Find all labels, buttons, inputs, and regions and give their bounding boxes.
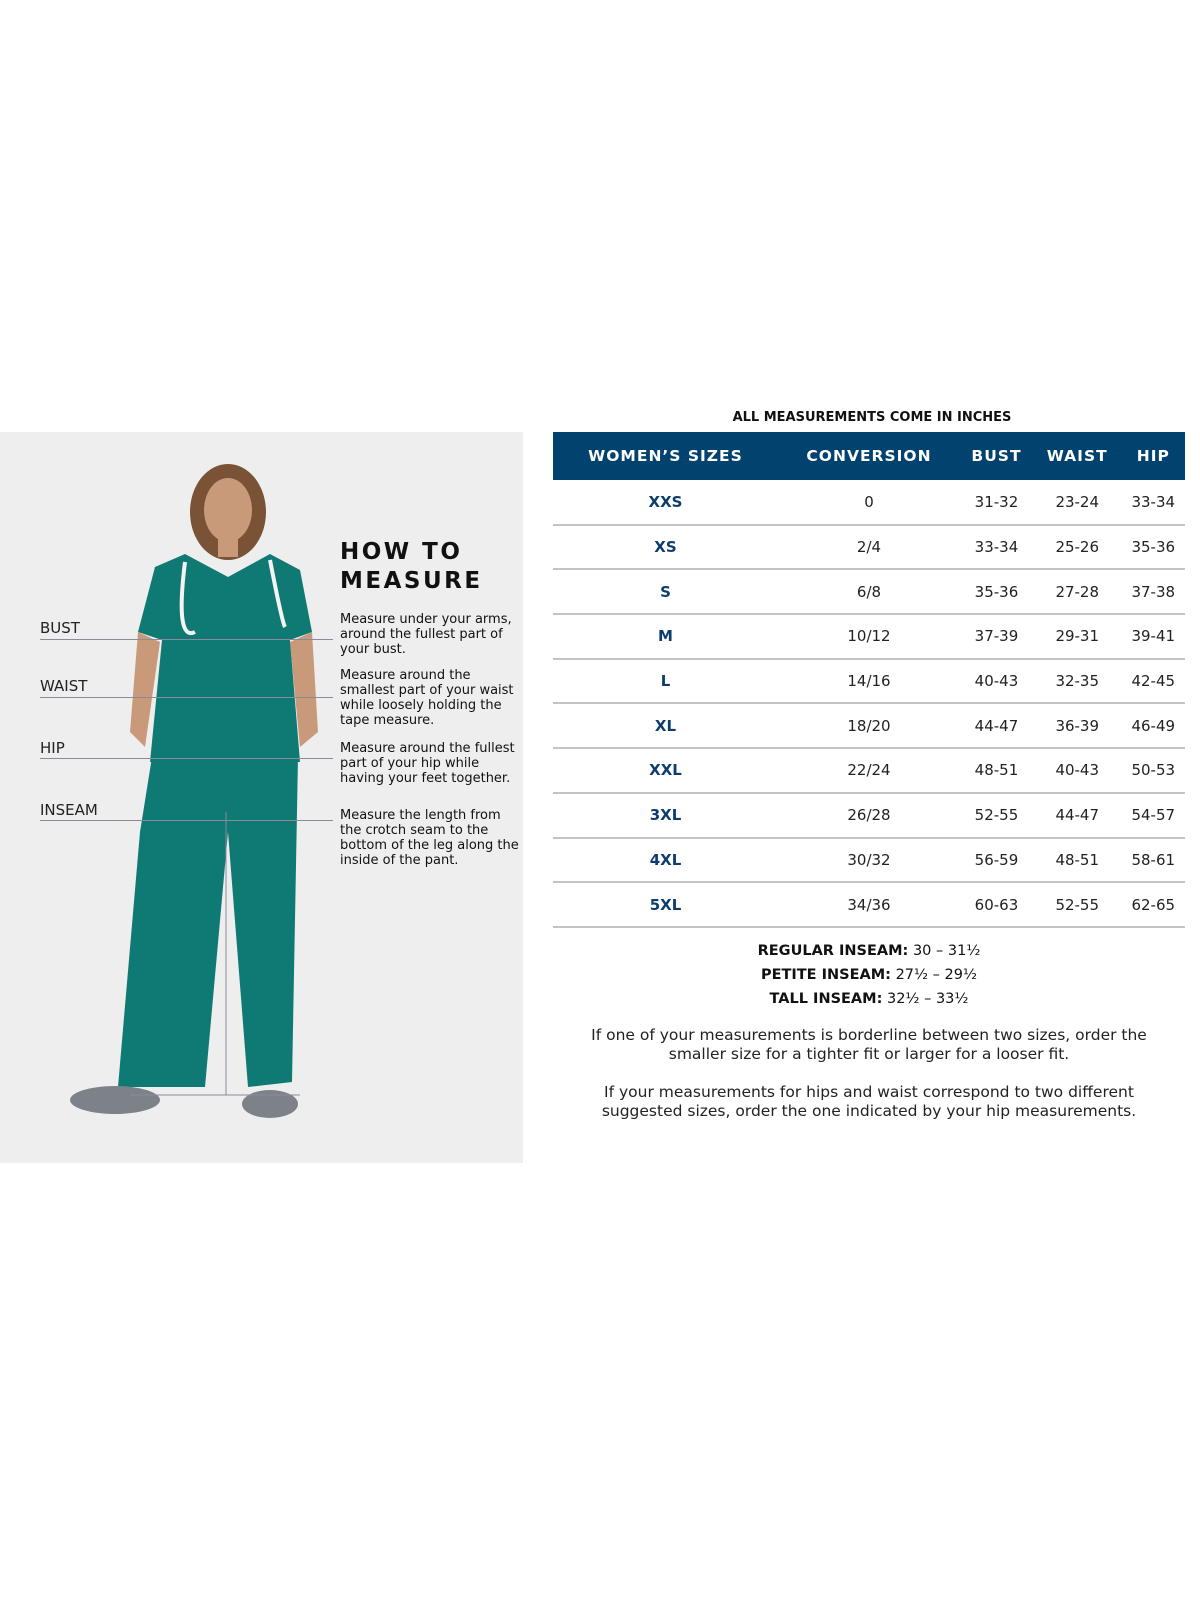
table-row: M 10/12 37-39 29-31 39-41 bbox=[553, 614, 1185, 660]
table-row: 3XL 26/28 52-55 44-47 54-57 bbox=[553, 792, 1185, 839]
value-cell: 26/28 bbox=[777, 792, 960, 839]
value-cell: 33-34 bbox=[1121, 480, 1185, 526]
inseam-value: 27½ – 29½ bbox=[895, 967, 978, 983]
value-cell: 35-36 bbox=[960, 569, 1033, 616]
value-cell: 33-34 bbox=[960, 524, 1033, 571]
value-cell: 50-53 bbox=[1121, 748, 1185, 794]
table-row: XXL 22/24 48-51 40-43 50-53 bbox=[553, 748, 1185, 794]
size-chart-table: WOMEN’S SIZES CONVERSION BUST WAIST HIP XXS 0… bbox=[553, 432, 1185, 928]
inseam-description: Measure the length from the crotch seam … bbox=[340, 808, 519, 868]
value-cell: 42-45 bbox=[1121, 658, 1185, 705]
inseam-label: PETITE INSEAM: bbox=[760, 967, 891, 983]
bust-label: BUST bbox=[40, 619, 80, 637]
table-row: XL 18/20 44-47 36-39 46-49 bbox=[553, 703, 1185, 750]
size-cell: M bbox=[553, 614, 778, 660]
value-cell: 37-39 bbox=[960, 614, 1033, 660]
value-cell: 2/4 bbox=[777, 524, 960, 571]
value-cell: 32-35 bbox=[1032, 658, 1122, 705]
value-cell: 56-59 bbox=[960, 837, 1033, 884]
value-cell: 36-39 bbox=[1032, 703, 1122, 750]
value-cell: 54-57 bbox=[1121, 792, 1185, 839]
column-header: CONVERSION bbox=[777, 432, 960, 480]
value-cell: 46-49 bbox=[1121, 703, 1185, 750]
value-cell: 44-47 bbox=[1032, 792, 1122, 839]
value-cell: 40-43 bbox=[1032, 748, 1122, 794]
column-header: WOMEN’S SIZES bbox=[553, 432, 778, 480]
size-cell: 4XL bbox=[553, 837, 778, 884]
value-cell: 48-51 bbox=[1032, 837, 1122, 884]
inseam-line bbox=[40, 820, 333, 821]
bust-description: Measure under your arms, around the full… bbox=[340, 612, 512, 657]
value-cell: 30/32 bbox=[777, 837, 960, 884]
value-cell: 22/24 bbox=[777, 748, 960, 794]
value-cell: 6/8 bbox=[777, 569, 960, 616]
value-cell: 52-55 bbox=[960, 792, 1033, 839]
value-cell: 62-65 bbox=[1121, 882, 1185, 928]
title-line: HOW TO bbox=[340, 539, 463, 565]
value-cell: 52-55 bbox=[1032, 882, 1122, 928]
value-cell: 10/12 bbox=[777, 614, 960, 660]
waist-line bbox=[40, 697, 333, 698]
table-row: XS 2/4 33-34 25-26 35-36 bbox=[553, 524, 1185, 571]
value-cell: 35-36 bbox=[1121, 524, 1185, 571]
value-cell: 48-51 bbox=[960, 748, 1033, 794]
value-cell: 58-61 bbox=[1121, 837, 1185, 884]
value-cell: 25-26 bbox=[1032, 524, 1122, 571]
size-cell: XS bbox=[553, 524, 778, 571]
value-cell: 0 bbox=[777, 480, 960, 526]
how-to-measure-panel: HOW TO MEASURE BUST Measure under your a… bbox=[0, 432, 523, 1163]
table-row: L 14/16 40-43 32-35 42-45 bbox=[553, 658, 1185, 705]
inseam-label: REGULAR INSEAM: bbox=[757, 943, 909, 959]
model-photo bbox=[70, 464, 318, 1118]
size-cell: 5XL bbox=[553, 882, 778, 928]
header-row: WOMEN’S SIZES CONVERSION BUST WAIST HIP bbox=[553, 432, 1185, 480]
hip-line bbox=[40, 758, 333, 759]
table-row: S 6/8 35-36 27-28 37-38 bbox=[553, 569, 1185, 616]
inseam-regular: REGULAR INSEAM: 30 – 31½ bbox=[553, 943, 1185, 959]
table-row: 4XL 30/32 56-59 48-51 58-61 bbox=[553, 837, 1185, 884]
value-cell: 37-38 bbox=[1121, 569, 1185, 616]
inseam-tall: TALL INSEAM: 32½ – 33½ bbox=[553, 991, 1185, 1007]
value-cell: 40-43 bbox=[960, 658, 1033, 705]
value-cell: 39-41 bbox=[1121, 614, 1185, 660]
value-cell: 14/16 bbox=[777, 658, 960, 705]
waist-description: Measure around the smallest part of your… bbox=[340, 668, 514, 728]
value-cell: 27-28 bbox=[1032, 569, 1122, 616]
size-cell: XXL bbox=[553, 748, 778, 794]
inseam-value: 32½ – 33½ bbox=[886, 991, 969, 1007]
size-cell: XL bbox=[553, 703, 778, 750]
size-cell: 3XL bbox=[553, 792, 778, 839]
size-cell: L bbox=[553, 658, 778, 705]
hip-priority-note: If your measurements for hips and waist … bbox=[601, 1083, 1137, 1120]
how-to-measure-title: HOW TO MEASURE bbox=[340, 538, 483, 596]
waist-label: WAIST bbox=[40, 677, 88, 695]
value-cell: 31-32 bbox=[960, 480, 1033, 526]
hip-label: HIP bbox=[40, 739, 65, 757]
column-header: HIP bbox=[1121, 432, 1185, 480]
table-row: 5XL 34/36 60-63 52-55 62-65 bbox=[553, 882, 1185, 928]
value-cell: 44-47 bbox=[960, 703, 1033, 750]
value-cell: 29-31 bbox=[1032, 614, 1122, 660]
size-cell: S bbox=[553, 569, 778, 616]
bust-line bbox=[40, 639, 333, 640]
table-row: XXS 0 31-32 23-24 33-34 bbox=[553, 480, 1185, 526]
value-cell: 60-63 bbox=[960, 882, 1033, 928]
inseam-petite: PETITE INSEAM: 27½ – 29½ bbox=[553, 967, 1185, 983]
value-cell: 18/20 bbox=[777, 703, 960, 750]
borderline-note: If one of your measurements is borderlin… bbox=[591, 1026, 1147, 1063]
column-header: BUST bbox=[960, 432, 1033, 480]
column-header: WAIST bbox=[1032, 432, 1122, 480]
hip-description: Measure around the fullest part of your … bbox=[340, 741, 515, 786]
title-line: MEASURE bbox=[340, 568, 483, 594]
inseam-value: 30 – 31½ bbox=[912, 943, 981, 959]
inseam-label: INSEAM bbox=[40, 801, 98, 819]
size-cell: XXS bbox=[553, 480, 778, 526]
value-cell: 23-24 bbox=[1032, 480, 1122, 526]
measurement-unit-note: ALL MEASUREMENTS COME IN INCHES bbox=[732, 410, 1012, 425]
value-cell: 34/36 bbox=[777, 882, 960, 928]
inseam-label: TALL INSEAM: bbox=[769, 991, 883, 1007]
